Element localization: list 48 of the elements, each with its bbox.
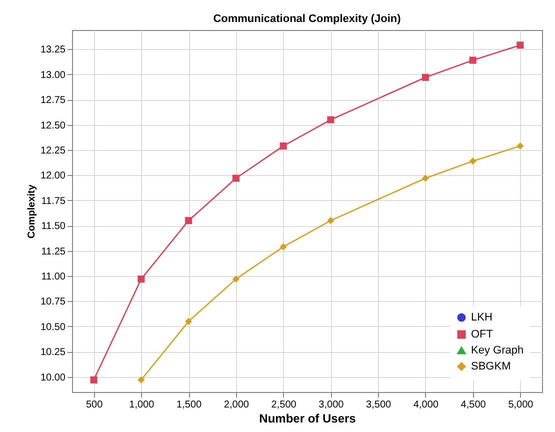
y-tick-label: 10.75	[40, 296, 66, 308]
legend-label: OFT	[471, 328, 494, 340]
point	[280, 142, 287, 150]
point	[185, 318, 192, 325]
point	[422, 74, 429, 81]
point	[516, 42, 524, 49]
y-tick-label: 11.00	[41, 272, 66, 283]
chart-title: Communicational Complexity (Join)	[213, 13, 402, 25]
y-tick-label: 10.00	[40, 372, 66, 384]
y-tick-label: 11.50	[41, 221, 66, 232]
legend-label: LKH	[471, 312, 492, 324]
y-tick-label: 12.75	[40, 95, 66, 106]
y-tick-label: 11.25	[41, 246, 66, 258]
point	[138, 376, 145, 384]
y-axis-title: Complexity	[26, 184, 38, 238]
y-tick-label: 13.25	[40, 44, 66, 56]
point	[138, 276, 145, 283]
x-tick-label: 3,000	[318, 400, 344, 410]
y-tick-label: 12.25	[40, 145, 66, 156]
point	[516, 142, 524, 150]
point	[469, 158, 476, 165]
point	[327, 116, 334, 124]
x-tick-label: 4,500	[460, 400, 486, 410]
x-tick-label: 500	[86, 400, 104, 410]
x-tick-label: 4,000	[413, 400, 439, 410]
y-tick-label: 13.00	[40, 70, 66, 81]
point	[232, 174, 240, 182]
point	[232, 276, 240, 283]
y-tick-label: 12.50	[40, 120, 66, 132]
x-tick-label: 2,500	[271, 400, 297, 410]
point	[469, 56, 476, 64]
x-tick-label: 3,500	[366, 400, 392, 410]
legend-label: Key Graph	[471, 344, 524, 356]
point	[422, 174, 429, 182]
x-tick-label: 5,000	[508, 400, 534, 410]
x-axis-title: Number of Users	[259, 412, 356, 426]
x-tick-label: 1,500	[176, 400, 202, 410]
legend-label: SBGKM	[471, 360, 511, 372]
x-tick-label: 1,000	[129, 400, 155, 410]
y-tick-label: 10.50	[40, 322, 66, 333]
point	[327, 217, 334, 224]
x-tick-label: 2,000	[224, 400, 250, 410]
point	[280, 243, 287, 250]
y-tick-label: 12.00	[40, 170, 66, 182]
y-tick-label: 11.75	[41, 196, 66, 207]
point	[90, 376, 98, 384]
point	[185, 217, 192, 224]
y-tick-label: 10.25	[40, 347, 66, 358]
